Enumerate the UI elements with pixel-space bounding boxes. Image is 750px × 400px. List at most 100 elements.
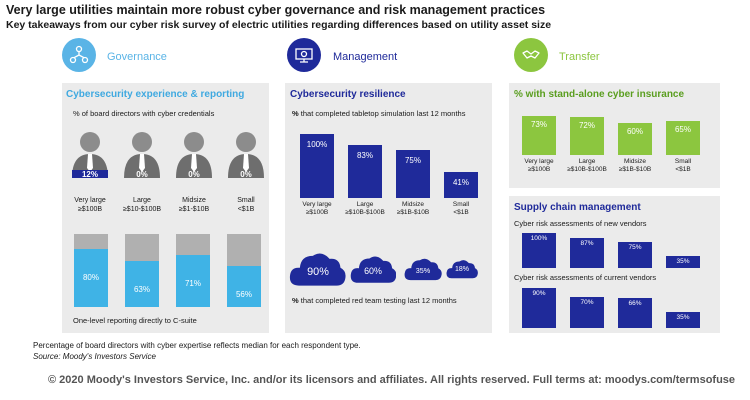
category-label: Small <$1B <box>237 197 255 213</box>
bar <box>444 171 478 198</box>
bar <box>396 150 430 198</box>
bar-value-label: 100% <box>530 235 548 242</box>
cloud-icon <box>446 259 478 279</box>
category-label: Very large ≥$100B <box>524 158 554 174</box>
bar <box>300 134 334 198</box>
person-value-label: 0% <box>240 170 252 179</box>
bar <box>74 248 108 307</box>
bar-value-label: 65% <box>674 124 691 134</box>
bar <box>666 120 700 155</box>
bar <box>570 296 604 328</box>
person-head <box>80 132 100 152</box>
new-vendor-label: Cyber risk assessments of new vendors <box>514 219 647 228</box>
bar <box>227 266 261 307</box>
category-label: Large ≥$10B-$100B <box>345 201 385 217</box>
redteam-label: % that completed red team testing last 1… <box>292 296 457 305</box>
cloud-value-label: 35% <box>415 266 431 275</box>
category-label: Large ≥$10B-$100B <box>567 158 607 174</box>
bar-value-label: 35% <box>676 314 690 322</box>
bar-value-label: 73% <box>530 120 547 130</box>
transfer-icon-circle <box>514 38 548 72</box>
bar <box>176 255 210 307</box>
transfer-panel-title: % with stand-alone cyber insurance <box>514 89 685 100</box>
bar <box>522 287 556 328</box>
bar-value-label: 70% <box>580 298 594 306</box>
category-label: Midsize ≥$1-$10B <box>178 197 210 213</box>
person-value-label: 0% <box>188 170 200 179</box>
bar <box>570 116 604 155</box>
bar <box>618 123 652 155</box>
bar-value-label: 56% <box>235 290 252 300</box>
person-icon <box>176 132 212 178</box>
category-label: Midsize ≥$1B-$10B <box>618 158 652 174</box>
tie <box>87 154 93 172</box>
category-label: Midsize ≥$1B-$10B <box>396 201 430 217</box>
person-value-label: 0% <box>136 170 148 179</box>
governance-label: Governance <box>107 51 167 63</box>
gear-icon <box>295 48 313 63</box>
person-head <box>236 132 256 152</box>
cloud-value-label: 90% <box>307 266 329 278</box>
bar-value-label: 72% <box>578 120 595 130</box>
footnote: Percentage of board directors with cyber… <box>33 341 361 350</box>
person-icon <box>124 132 160 178</box>
transfer-label: Transfer <box>559 51 600 63</box>
handshake-icon <box>522 50 540 59</box>
cloud-icon <box>404 258 442 280</box>
bar <box>522 233 556 268</box>
tie <box>243 154 249 172</box>
category-label: Small <$1B <box>452 201 470 217</box>
bar-value-label: 71% <box>184 279 201 289</box>
management-panel-title: Cybersecurity resilience <box>290 89 406 100</box>
bar-value-label: 60% <box>626 127 643 137</box>
bar-value-label: 75% <box>404 156 421 165</box>
tabletop-label: % that completed tabletop simulation las… <box>292 109 465 118</box>
redteam-label-text: that completed red team testing last 12 … <box>300 296 457 305</box>
bar-value-label: 41% <box>452 177 469 187</box>
cloud-shape <box>290 253 346 286</box>
bar-value-label: 87% <box>580 239 594 247</box>
reporting-label: One-level reporting directly to C-suite <box>73 316 197 325</box>
cloud-shape <box>446 259 478 279</box>
person-head <box>132 132 152 152</box>
page-title: Very large utilities maintain more robus… <box>6 3 546 17</box>
bar <box>618 241 652 268</box>
bar-value-label: 75% <box>628 243 642 251</box>
source: Source: Moody's Investors Service <box>33 352 156 361</box>
bar-value-label: 35% <box>676 257 690 265</box>
person-icon <box>228 132 264 178</box>
person-value-label: 12% <box>81 170 98 179</box>
current-vendor-label: Cyber risk assessments of current vendor… <box>514 273 657 282</box>
bar-value-label: 63% <box>133 285 150 294</box>
person-fill <box>72 170 108 178</box>
tie <box>139 154 145 172</box>
tabletop-label-text: that completed tabletop simulation last … <box>300 109 466 118</box>
page-subtitle: Key takeaways from our cyber risk survey… <box>6 19 552 31</box>
category-label: Small <$1B <box>674 158 692 174</box>
bar-value-label: 100% <box>306 140 328 149</box>
category-label: Very large ≥$100B <box>302 201 332 217</box>
bar-value-label: 83% <box>356 150 373 160</box>
bar-value-label: 90% <box>532 289 546 297</box>
bar <box>666 255 700 268</box>
bar-value-label: 66% <box>628 300 642 308</box>
bar <box>522 116 556 155</box>
cloud-icon <box>290 253 346 286</box>
cloud-shape <box>404 258 442 280</box>
person-head <box>184 132 204 152</box>
governance-icon-circle <box>62 38 96 72</box>
directors-label: % of board directors with cyber credenti… <box>73 109 215 118</box>
tie <box>191 154 197 172</box>
copyright: © 2020 Moody's Investors Service, Inc. a… <box>48 374 736 386</box>
management-label: Management <box>333 51 398 63</box>
category-label: Very large ≥$100B <box>74 197 106 213</box>
cloud-shape <box>350 256 396 283</box>
category-label: Large ≥$10-$100B <box>122 197 162 213</box>
management-panel <box>285 83 492 333</box>
bar <box>570 237 604 268</box>
bar <box>348 144 382 198</box>
cloud-value-label: 60% <box>364 266 382 276</box>
supply-panel-title: Supply chain management <box>514 202 641 213</box>
cloud-value-label: 18% <box>454 266 469 273</box>
person-icon <box>72 132 108 178</box>
